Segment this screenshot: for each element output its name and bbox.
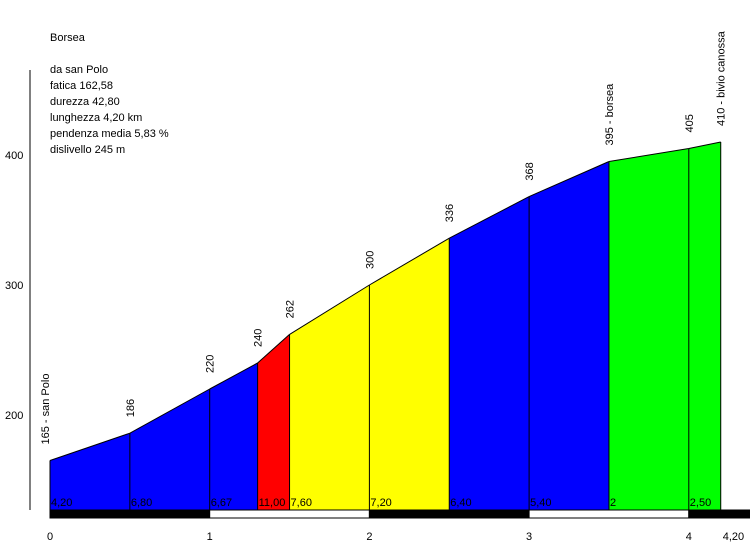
altitude-label-3: 240: [253, 329, 265, 347]
grade-label-8: 2: [610, 497, 616, 509]
profile-segment-1: [129, 389, 210, 510]
altitude-labels: 165 - san Polo 186 220 240 262 300 336 368 395 -…: [40, 30, 728, 444]
chart-title: Borsea: [50, 32, 85, 44]
profile-segment-5: [369, 238, 450, 510]
grade-label-0: 4,20: [51, 497, 72, 509]
info-start: da san Polo: [50, 64, 109, 76]
grade-label-4: 7,60: [291, 497, 312, 509]
profile-segments: [50, 142, 721, 510]
grade-label-1: 6,80: [131, 497, 152, 509]
x-tick-label-2: 2: [366, 531, 372, 543]
x-tick-label-1: 1: [207, 531, 213, 543]
y-tick-label-0: 200: [5, 410, 23, 422]
grade-label-7: 5,40: [530, 497, 551, 509]
y-tick-labels: 200 300 400: [5, 150, 23, 422]
x-tick-label-0: 0: [47, 531, 53, 543]
y-tick-label-1: 300: [5, 280, 23, 292]
altitude-label-1: 186: [125, 399, 137, 417]
info-fatica: fatica 162,58: [50, 80, 113, 92]
profile-segment-8: [608, 148, 689, 510]
altitude-label-7: 368: [524, 162, 536, 180]
profile-top-edge-0: [49, 432, 131, 461]
profile-top-edge-7: [528, 161, 610, 198]
profile-top-edge-3: [257, 334, 290, 364]
route-info: Borsea da san Polo fatica 162,58 durezza…: [50, 30, 169, 158]
profile-segment-9: [688, 142, 721, 510]
altitude-label-9: 405: [684, 114, 696, 132]
km-bar-segment-2: [368, 509, 530, 519]
info-durezza: durezza 42,80: [50, 96, 120, 108]
grade-label-5: 7,20: [370, 497, 391, 509]
grade-label-6: 6,40: [450, 497, 471, 509]
profile-segment-3: [257, 334, 290, 510]
profile-segment-2: [209, 363, 258, 510]
km-bar: [49, 509, 750, 519]
altitude-label-8: 395 - borsea: [604, 83, 616, 146]
x-tick-label-3: 3: [526, 531, 532, 543]
info-spacer: [50, 46, 169, 62]
altitude-label-4: 262: [285, 300, 297, 318]
info-dislivello: dislivello 245 m: [50, 144, 126, 156]
info-lunghezza: lunghezza 4,20 km: [50, 112, 143, 124]
profile-top-edge-5: [369, 237, 450, 286]
segment-divider-lines: [49, 141, 722, 510]
altitude-label-6: 336: [444, 204, 456, 222]
altitude-label-0: 165 - san Polo: [40, 374, 52, 445]
y-tick-label-2: 400: [5, 150, 23, 162]
km-bar-segment-1: [209, 509, 370, 519]
x-tick-labels: 0 1 2 3 4 4,20: [47, 531, 744, 543]
grade-label-3: 11,00: [259, 497, 286, 509]
km-bar-segment-4: [688, 509, 750, 519]
profile-segment-4: [289, 285, 370, 510]
info-pendenza: pendenza media 5,83 %: [50, 128, 169, 140]
km-bar-segment-3: [528, 509, 690, 519]
grade-labels: 4,20 6,80 6,67 11,00 7,60 7,20 6,40 5,40 2 2,50: [51, 497, 711, 509]
profile-top-edge-2: [209, 362, 258, 390]
x-tick-label-4: 4: [686, 531, 692, 543]
profile-segment-7: [529, 161, 609, 510]
profile-top-edge-9: [688, 141, 721, 149]
profile-segment-0: [50, 433, 130, 510]
x-tick-label-5: 4,20: [723, 531, 744, 543]
profile-top-edge-6: [449, 196, 530, 239]
km-bar-segment-0: [49, 509, 211, 519]
profile-top-edge-1: [129, 388, 210, 434]
altitude-label-2: 220: [205, 355, 217, 373]
profile-top-edge-8: [608, 148, 689, 162]
profile-segment-6: [449, 196, 530, 510]
altitude-label-10: 410 - bivio canossa: [716, 30, 728, 126]
altitude-label-5: 300: [364, 251, 376, 269]
grade-label-9: 2,50: [690, 497, 711, 509]
grade-label-2: 6,67: [211, 497, 232, 509]
profile-top-edge-4: [289, 284, 370, 335]
